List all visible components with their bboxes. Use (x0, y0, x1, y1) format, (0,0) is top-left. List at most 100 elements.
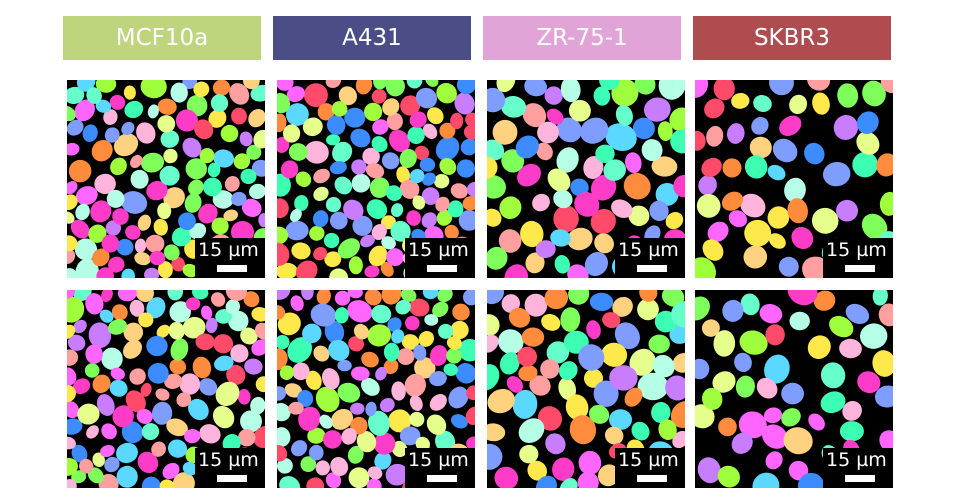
cell-nucleus (106, 189, 125, 208)
cell-nucleus (765, 451, 783, 470)
cell-nucleus (331, 101, 348, 117)
scale-bar: 15 µm (195, 238, 265, 278)
cell-nucleus (248, 108, 265, 128)
cell-nucleus (130, 169, 149, 189)
cell-nucleus (631, 421, 650, 441)
header-label: A431 (342, 25, 402, 51)
cell-nucleus (113, 133, 139, 157)
cell-nucleus (791, 226, 814, 250)
cell-nucleus (68, 159, 92, 183)
cell-nucleus (279, 365, 295, 380)
cell-nucleus (168, 321, 185, 340)
cell-nucleus (487, 157, 498, 179)
cell-nucleus (356, 430, 377, 453)
cell-nucleus (655, 182, 679, 206)
cell-nucleus (605, 123, 637, 152)
cell-nucleus (713, 330, 736, 357)
cell-nucleus (639, 290, 658, 302)
cell-nucleus (239, 131, 253, 147)
cell-nucleus (383, 358, 399, 375)
cell-nucleus (112, 405, 134, 428)
cell-nucleus (623, 172, 651, 200)
cell-nucleus (67, 249, 76, 264)
cell-nucleus (702, 387, 723, 410)
cell-nucleus (167, 439, 188, 458)
segmentation-image-zr-75-1-1: 15 µm (487, 80, 685, 278)
cell-nucleus (193, 119, 214, 140)
cell-nucleus (768, 233, 786, 249)
cell-nucleus (612, 296, 633, 317)
cell-nucleus (163, 187, 185, 209)
cell-nucleus (215, 381, 240, 407)
cell-nucleus (388, 409, 412, 433)
cell-nucleus (409, 168, 425, 184)
cell-nucleus (220, 124, 239, 143)
cell-nucleus (625, 152, 642, 174)
cell-nucleus (306, 477, 325, 488)
cell-nucleus (446, 336, 462, 350)
cell-nucleus (170, 82, 188, 103)
cell-nucleus (649, 200, 669, 222)
cell-nucleus (277, 312, 301, 336)
cell-nucleus (67, 181, 78, 195)
cell-nucleus (144, 267, 160, 278)
cell-nucleus (833, 115, 859, 140)
cell-nucleus (458, 209, 475, 231)
cell-nucleus (298, 406, 321, 431)
cell-nucleus (228, 310, 249, 332)
cell-nucleus (251, 307, 265, 322)
cell-nucleus (435, 136, 460, 161)
cell-nucleus (212, 190, 234, 209)
cell-nucleus (554, 255, 570, 274)
cell-nucleus (325, 196, 342, 213)
cell-nucleus (169, 301, 191, 323)
cell-nucleus (409, 411, 425, 427)
cell-nucleus (348, 256, 363, 275)
cell-nucleus (277, 80, 294, 91)
cell-nucleus (560, 307, 581, 332)
cell-nucleus (182, 316, 206, 339)
cell-nucleus (415, 436, 430, 452)
cell-nucleus (739, 330, 768, 355)
scale-bar: 15 µm (195, 448, 265, 488)
cell-nucleus (373, 80, 388, 90)
cell-nucleus (365, 162, 385, 179)
cell-nucleus (399, 149, 417, 168)
cell-nucleus (67, 349, 79, 366)
cell-nucleus (743, 245, 768, 269)
cell-nucleus (362, 147, 380, 166)
cell-nucleus (347, 300, 373, 323)
cell-nucleus (277, 334, 290, 350)
cell-nucleus (512, 389, 538, 419)
cell-nucleus (87, 467, 104, 484)
cell-nucleus (804, 142, 825, 165)
cell-nucleus (159, 165, 180, 186)
cell-nucleus (92, 452, 105, 468)
cell-nucleus (761, 424, 788, 449)
cell-nucleus (350, 402, 365, 415)
cell-nucleus (316, 290, 331, 305)
scale-bar: 15 µm (405, 238, 475, 278)
cell-nucleus (450, 320, 469, 340)
cell-nucleus (101, 423, 117, 440)
cell-nucleus (67, 418, 83, 435)
cell-nucleus (419, 157, 436, 172)
cell-nucleus (277, 93, 291, 114)
cell-nucleus (578, 344, 605, 371)
cell-nucleus (443, 363, 458, 376)
cell-nucleus (108, 256, 125, 273)
cell-nucleus (527, 460, 547, 481)
cell-nucleus (172, 472, 195, 488)
cell-nucleus (759, 304, 783, 324)
cell-nucleus (140, 80, 167, 99)
cell-nucleus (836, 199, 858, 222)
cell-nucleus (614, 322, 640, 350)
cell-nucleus (347, 290, 363, 299)
cell-nucleus (763, 407, 783, 424)
cell-nucleus (96, 394, 115, 416)
cell-nucleus (171, 256, 186, 272)
cell-nucleus (740, 193, 766, 218)
cell-nucleus (418, 330, 434, 347)
cell-nucleus (163, 148, 178, 164)
cell-nucleus (436, 82, 457, 104)
